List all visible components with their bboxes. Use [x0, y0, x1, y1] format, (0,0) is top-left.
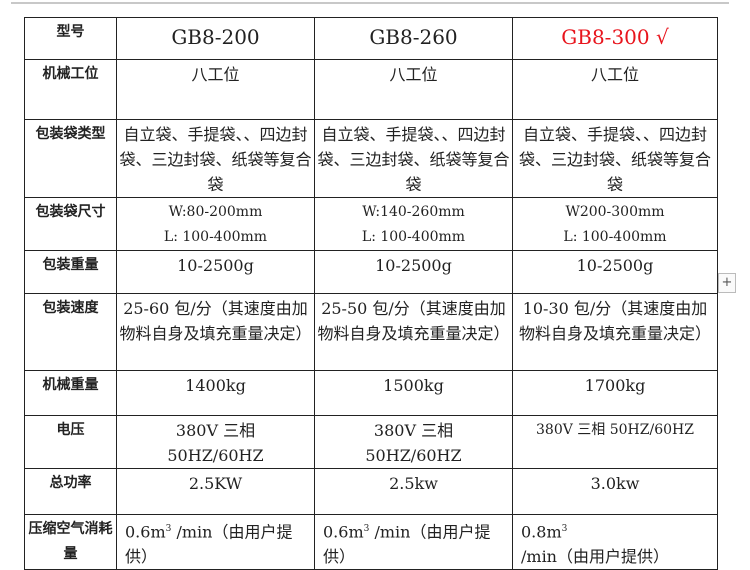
cell: 10-2500g [116, 250, 315, 294]
table-row: 包装速度 25-60 包/分（其速度由加物料自身及填充重量决定） 25-50 包… [24, 293, 718, 371]
width-range: W:140-260mm [362, 204, 465, 220]
row-label: 总功率 [24, 468, 117, 515]
length-range: L: 100-400mm [361, 229, 466, 245]
cell: W:140-260mm L: 100-400mm [314, 197, 513, 251]
cell: 1500kg [314, 370, 513, 416]
cell: 八工位 [314, 59, 513, 120]
table-row: 机械重量 1400kg 1500kg 1700kg [24, 370, 718, 416]
spec-table: 型号 GB8-200 GB8-260 GB8-300 √ 机械工位 八工位 八工… [24, 17, 718, 570]
page-divider [11, 2, 729, 4]
cell: 25-50 包/分（其速度由加物料自身及填充重量决定） [314, 293, 513, 371]
superscript: 3 [165, 524, 172, 534]
model-gb8-260: GB8-260 [314, 17, 513, 60]
add-row-button[interactable]: + [718, 273, 736, 293]
row-label: 机械重量 [24, 370, 117, 416]
cell: 0.8m3 /min（由用户提供） [512, 513, 718, 570]
cell: 25-60 包/分（其速度由加物料自身及填充重量决定） [116, 293, 315, 371]
cell: 0.6m3 /min（由用户提供） [314, 513, 513, 570]
cell: 1700kg [512, 370, 718, 416]
table-row: 包装袋尺寸 W:80-200mm L: 100-400mm W:140-260mm… [24, 197, 718, 251]
table-row: 包装袋类型 自立袋、手提袋、、四边封袋、三边封袋、纸袋等复合袋 自立袋、手提袋、… [24, 119, 718, 198]
cell: W200-300mm L: 100-400mm [512, 197, 718, 251]
cell: 380V 三相 50HZ/60HZ [116, 415, 315, 469]
row-label: 包装重量 [24, 250, 117, 294]
cell: 380V 三相 50HZ/60HZ [314, 415, 513, 469]
cell: 2.5kw [314, 468, 513, 515]
cell: W:80-200mm L: 100-400mm [116, 197, 315, 251]
width-range: W:80-200mm [168, 204, 263, 220]
row-label: 包装速度 [24, 293, 117, 371]
row-label: 包装袋尺寸 [24, 197, 117, 251]
row-label: 压缩空气消耗量 [24, 513, 117, 570]
cell: 八工位 [116, 59, 315, 120]
cell: 10-2500g [512, 250, 718, 294]
cell: 自立袋、手提袋、、四边封袋、三边封袋、纸袋等复合袋 [512, 119, 718, 198]
length-range: L: 100-400mm [163, 229, 268, 245]
cell: 自立袋、手提袋、、四边封袋、三边封袋、纸袋等复合袋 [314, 119, 513, 198]
cell: 0.6m3 /min（由用户提供） [116, 513, 315, 570]
air-rate: /min（由用户提供） [323, 522, 491, 567]
superscript: 3 [561, 524, 568, 534]
cell: 八工位 [512, 59, 718, 120]
air-volume: 0.6m [125, 522, 166, 542]
cell: 3.0kw [512, 468, 718, 515]
length-range: L: 100-400mm [563, 229, 667, 245]
row-label: 包装袋类型 [24, 119, 117, 198]
table-row: 总功率 2.5KW 2.5kw 3.0kw [24, 468, 718, 515]
air-volume: 0.8m [521, 522, 562, 542]
air-rate: /min（由用户提供） [521, 547, 669, 567]
superscript: 3 [363, 524, 370, 534]
cell: 1400kg [116, 370, 315, 416]
model-gb8-200: GB8-200 [116, 17, 315, 60]
table-row: 机械工位 八工位 八工位 八工位 [24, 59, 718, 120]
cell: 10-2500g [314, 250, 513, 294]
model-gb8-300-selected: GB8-300 √ [512, 17, 718, 60]
table-row: 压缩空气消耗量 0.6m3 /min（由用户提供） 0.6m3 /min（由用户… [24, 513, 718, 570]
table-row-model: 型号 GB8-200 GB8-260 GB8-300 √ [24, 17, 718, 60]
row-label: 电压 [24, 415, 117, 469]
cell: 2.5KW [116, 468, 315, 515]
row-label: 机械工位 [24, 59, 117, 120]
table-row: 电压 380V 三相 50HZ/60HZ 380V 三相 50HZ/60HZ 3… [24, 415, 718, 469]
width-range: W200-300mm [565, 204, 665, 220]
row-label: 型号 [24, 17, 117, 60]
cell: 10-30 包/分（其速度由加物料自身及填充重量决定） [512, 293, 718, 371]
air-rate: /min（由用户提供） [125, 522, 293, 567]
cell: 自立袋、手提袋、、四边封袋、三边封袋、纸袋等复合袋 [116, 119, 315, 198]
cell: 380V 三相 50HZ/60HZ [512, 415, 718, 469]
table-row: 包装重量 10-2500g 10-2500g 10-2500g [24, 250, 718, 294]
air-volume: 0.6m [323, 522, 364, 542]
